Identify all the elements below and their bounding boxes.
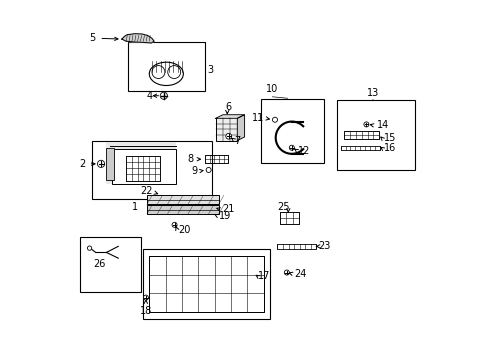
Text: 25: 25 <box>277 202 289 212</box>
Bar <box>147 205 218 214</box>
Text: 19: 19 <box>219 211 231 221</box>
Text: 12: 12 <box>297 146 309 156</box>
Polygon shape <box>237 115 244 140</box>
Bar <box>106 148 114 180</box>
Text: 22: 22 <box>140 186 153 197</box>
Circle shape <box>160 92 167 99</box>
Circle shape <box>284 270 289 275</box>
Text: 3: 3 <box>206 64 213 75</box>
Bar <box>277 244 316 249</box>
Bar <box>340 145 379 150</box>
Text: 16: 16 <box>383 143 395 153</box>
Bar <box>215 118 237 140</box>
Circle shape <box>167 66 180 78</box>
Circle shape <box>206 167 211 172</box>
Text: 15: 15 <box>383 133 395 143</box>
Text: 8: 8 <box>187 154 193 164</box>
Bar <box>112 149 176 184</box>
Bar <box>126 156 160 181</box>
Bar <box>260 99 324 163</box>
Bar <box>344 131 379 139</box>
Circle shape <box>225 134 231 139</box>
Text: 1: 1 <box>132 202 138 212</box>
Text: 26: 26 <box>93 259 105 269</box>
Circle shape <box>289 145 294 150</box>
Bar <box>80 237 140 292</box>
Text: 7: 7 <box>234 136 240 145</box>
Bar <box>149 256 263 312</box>
Text: 11: 11 <box>251 113 264 123</box>
Text: 6: 6 <box>225 102 231 112</box>
Circle shape <box>87 246 92 250</box>
Text: 2: 2 <box>80 159 86 169</box>
Text: 23: 23 <box>317 241 330 251</box>
Circle shape <box>143 295 148 300</box>
Bar <box>92 140 212 199</box>
Text: 20: 20 <box>178 225 190 235</box>
Bar <box>106 142 176 184</box>
Bar <box>336 100 414 170</box>
Text: 18: 18 <box>140 306 152 316</box>
Bar <box>204 155 228 163</box>
Bar <box>143 249 269 319</box>
Polygon shape <box>215 115 244 118</box>
Text: 13: 13 <box>366 87 378 98</box>
Text: 24: 24 <box>294 269 306 279</box>
Polygon shape <box>122 34 154 43</box>
Text: 14: 14 <box>376 121 388 130</box>
Text: 17: 17 <box>258 271 270 281</box>
Circle shape <box>363 122 368 127</box>
Text: 5: 5 <box>89 33 96 43</box>
Bar <box>128 41 204 91</box>
Circle shape <box>172 222 177 227</box>
Circle shape <box>152 66 164 78</box>
Text: 10: 10 <box>266 84 278 94</box>
Text: 4: 4 <box>147 91 153 101</box>
Text: 21: 21 <box>222 204 234 215</box>
Bar <box>279 212 299 224</box>
Bar <box>147 195 218 204</box>
Text: 9: 9 <box>191 166 197 176</box>
Circle shape <box>97 160 104 167</box>
Circle shape <box>272 117 277 122</box>
